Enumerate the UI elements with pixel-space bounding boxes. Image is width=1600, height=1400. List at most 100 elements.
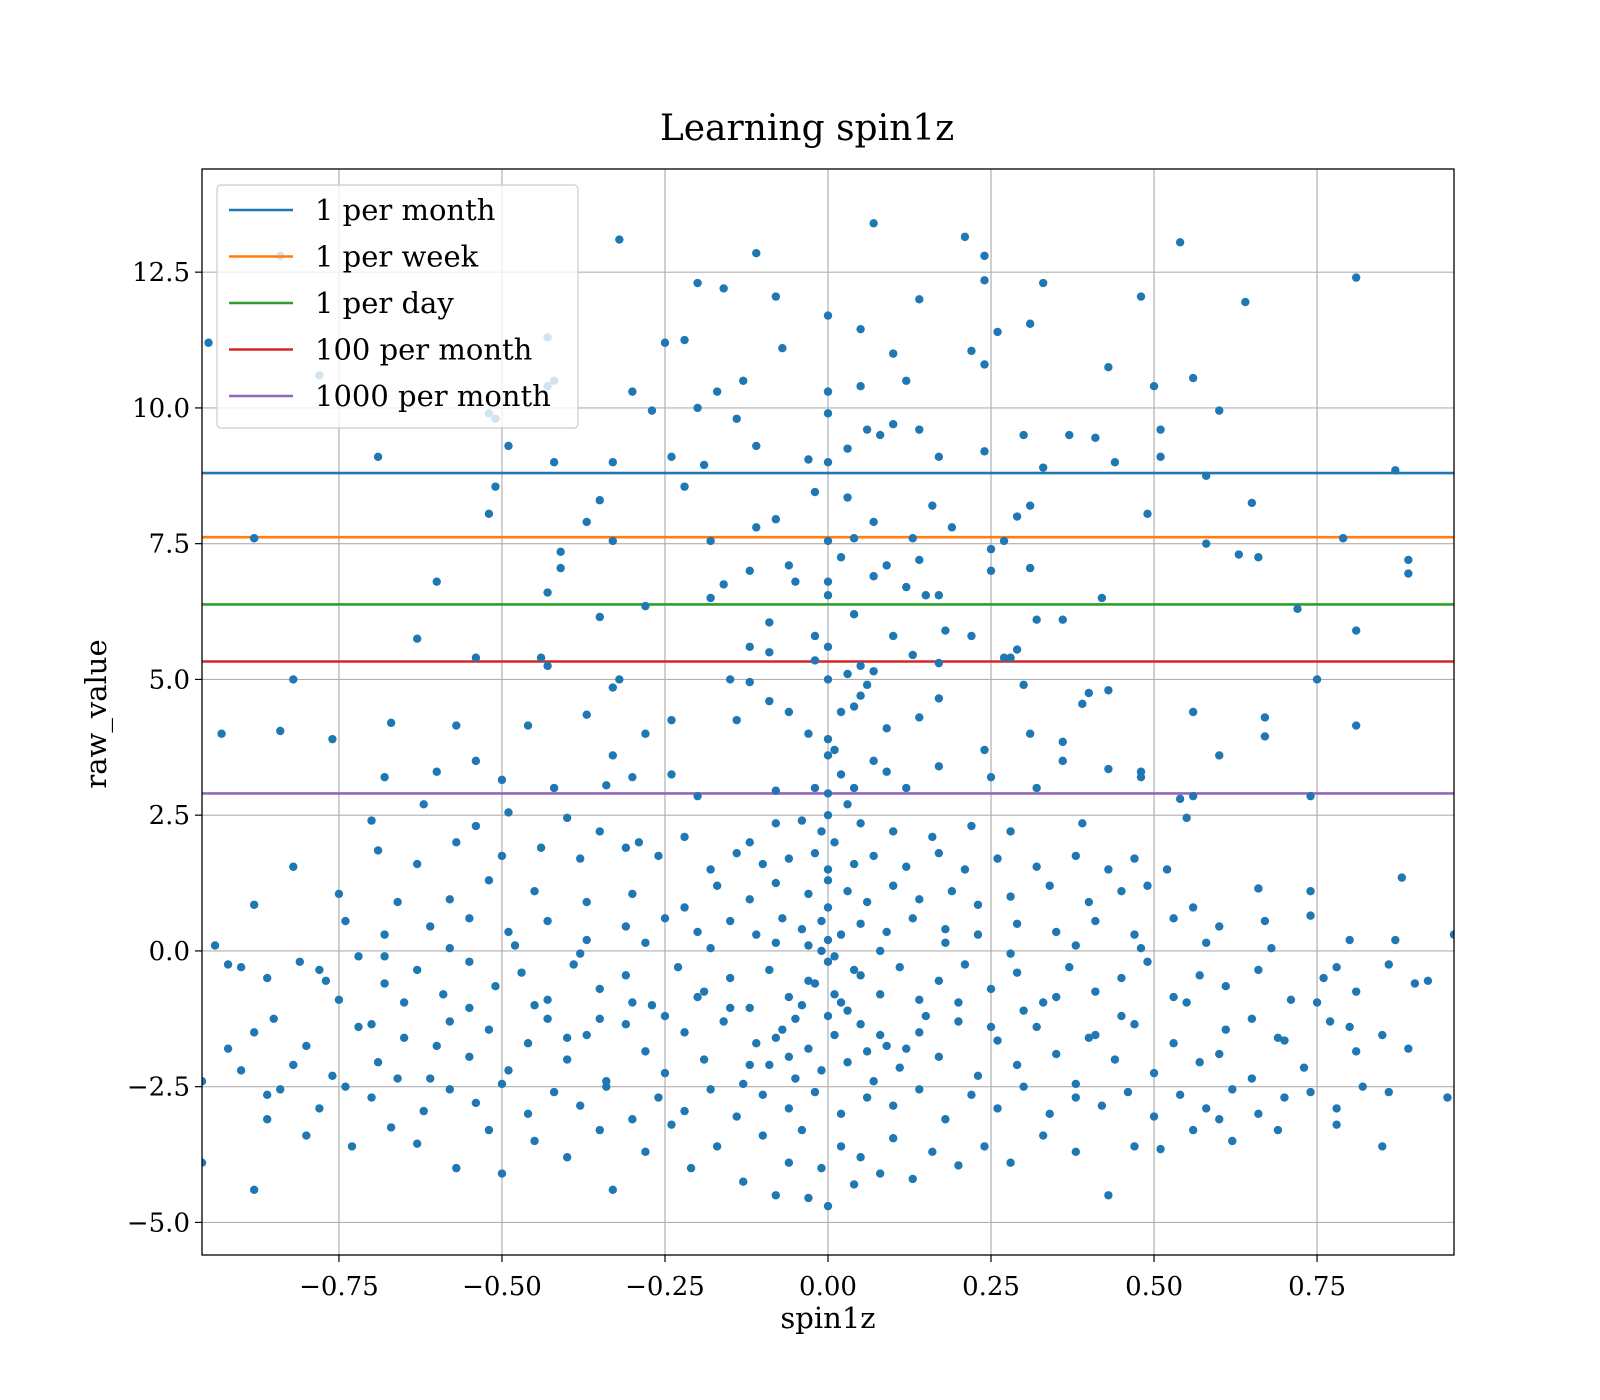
scatter-point — [536, 653, 546, 662]
scatter-point — [419, 1106, 428, 1116]
scatter-point — [202, 1077, 207, 1086]
scatter-point — [615, 675, 624, 684]
scatter-point — [445, 1085, 454, 1094]
scatter-point — [210, 941, 220, 950]
scatter-point — [823, 865, 833, 874]
scatter-point — [549, 458, 559, 467]
scatter-point — [810, 487, 820, 497]
scatter-point — [595, 984, 604, 994]
scatter-point — [895, 1063, 904, 1072]
scatter-point — [1117, 886, 1126, 896]
scatter-point — [321, 976, 331, 985]
scatter-point — [875, 430, 885, 440]
scatter-point — [980, 360, 989, 369]
scatter-point — [249, 900, 259, 909]
scatter-point — [399, 998, 409, 1007]
scatter-point — [523, 721, 533, 730]
scatter-point — [745, 1003, 754, 1013]
scatter-point — [1228, 1085, 1237, 1094]
scatter-point — [1038, 463, 1048, 472]
scatter-point — [1306, 1087, 1315, 1097]
scatter-point — [765, 696, 774, 706]
legend-box — [216, 184, 579, 429]
scatter-point — [882, 1041, 891, 1051]
scatter-point — [1254, 1109, 1263, 1119]
scatter-point — [334, 995, 344, 1004]
scatter-point — [1410, 979, 1420, 988]
scatter-point — [889, 349, 898, 358]
scatter-point — [784, 1158, 794, 1167]
scatter-point — [1097, 1101, 1107, 1110]
scatter-point — [484, 1125, 494, 1135]
scatter-point — [628, 1115, 637, 1124]
scatter-point — [856, 971, 865, 980]
scatter-point — [621, 1020, 631, 1029]
scatter-point — [380, 952, 389, 961]
scatter-point — [765, 648, 774, 657]
scatter-point — [804, 1193, 813, 1203]
scatter-point — [1032, 783, 1041, 793]
scatter-point — [739, 376, 748, 385]
scatter-point — [1025, 563, 1035, 573]
scatter-point — [1345, 935, 1354, 945]
scatter-point — [523, 1039, 533, 1048]
scatter-point — [497, 1169, 507, 1178]
scatter-point — [745, 642, 754, 652]
scatter-point — [667, 715, 676, 725]
scatter-point — [882, 767, 891, 776]
scatter-point — [1084, 897, 1094, 907]
scatter-point — [784, 561, 794, 570]
scatter-point — [719, 284, 728, 293]
scatter-point — [1025, 501, 1035, 510]
scatter-point — [1241, 297, 1250, 307]
scatter-point — [928, 1147, 937, 1157]
y-tick-label: −2.5 — [127, 1073, 190, 1103]
scatter-point — [1260, 713, 1270, 722]
scatter-point — [1006, 827, 1015, 836]
scatter-point — [530, 886, 539, 896]
scatter-point — [693, 791, 702, 801]
scatter-point — [1312, 675, 1322, 684]
scatter-point — [908, 1174, 917, 1184]
scatter-point — [236, 1066, 246, 1075]
scatter-point — [778, 343, 787, 353]
scatter-point — [223, 960, 233, 969]
scatter-point — [745, 895, 754, 904]
scatter-point — [628, 387, 637, 396]
scatter-point — [999, 653, 1009, 662]
scatter-point — [849, 610, 859, 619]
y-tick-label: 12.5 — [132, 258, 190, 288]
scatter-point — [771, 938, 781, 947]
legend-label: 100 per month — [315, 333, 532, 367]
scatter-point — [849, 702, 859, 711]
scatter-point — [843, 444, 852, 453]
scatter-point — [869, 667, 878, 676]
scatter-point — [1332, 1120, 1341, 1129]
scatter-point — [1032, 1022, 1041, 1032]
scatter-point — [823, 458, 833, 467]
scatter-point — [1130, 930, 1139, 939]
scatter-point — [1234, 550, 1244, 559]
y-axis-ticks: −5.0 −2.5 0.0 2.5 5.0 7.5 10.0 12.5 — [127, 258, 202, 1238]
scatter-point — [654, 1093, 663, 1102]
scatter-point — [654, 851, 663, 861]
scatter-point — [889, 1134, 898, 1143]
scatter-point — [1254, 965, 1263, 975]
scatter-point — [928, 832, 937, 842]
scatter-point — [530, 1136, 539, 1146]
scatter-point — [1032, 615, 1041, 624]
scatter-point — [621, 843, 631, 852]
scatter-point — [660, 338, 670, 347]
scatter-point — [1006, 949, 1015, 958]
scatter-point — [667, 1120, 676, 1129]
scatter-point — [1169, 992, 1178, 1002]
scatter-point — [426, 1074, 435, 1083]
scatter-point — [967, 631, 976, 641]
scatter-point — [797, 1125, 807, 1135]
scatter-point — [484, 1025, 494, 1034]
scatter-point — [706, 593, 715, 603]
scatter-point — [849, 1180, 859, 1189]
scatter-point — [354, 1022, 363, 1032]
scatter-point — [412, 634, 422, 643]
scatter-point — [771, 786, 781, 795]
